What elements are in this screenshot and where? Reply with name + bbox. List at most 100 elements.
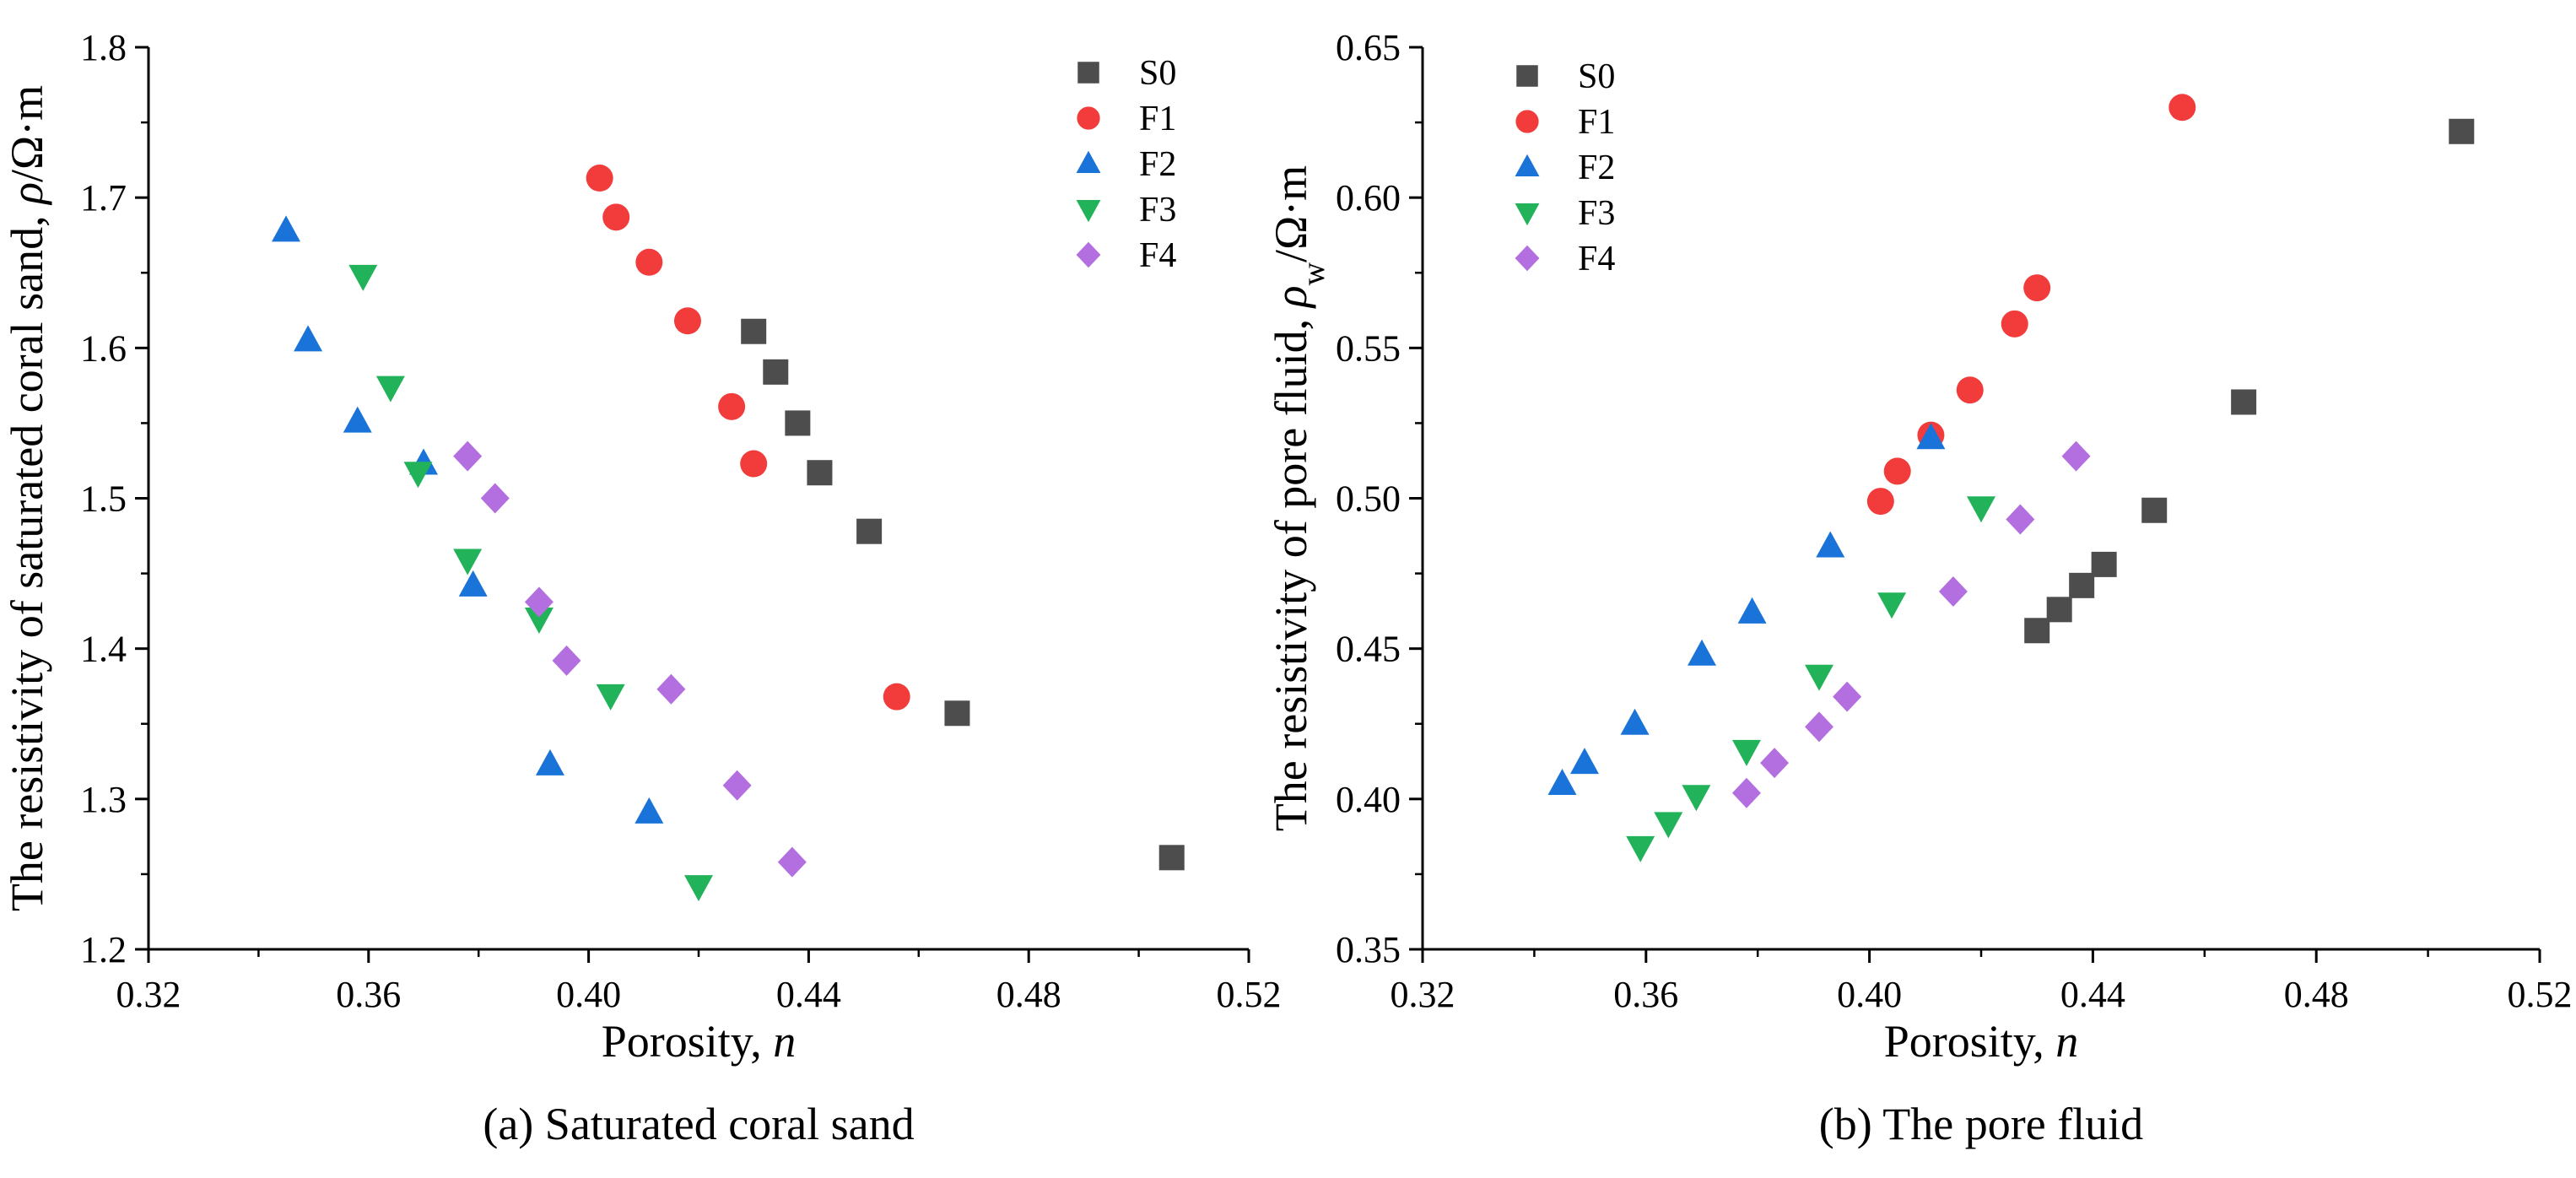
legend-marker-f1 xyxy=(1077,106,1100,130)
y-axis-title-part: ρ xyxy=(1266,285,1316,309)
data-point-f4 xyxy=(1731,777,1761,808)
data-point-f4 xyxy=(2006,504,2035,535)
data-point-s0 xyxy=(2024,618,2050,644)
data-point-s0 xyxy=(2449,118,2475,144)
data-point-s0 xyxy=(741,318,767,344)
series-f3 xyxy=(348,264,713,902)
data-point-f1 xyxy=(2168,94,2196,122)
x-tick-label: 0.40 xyxy=(1837,974,1902,1015)
data-point-f2 xyxy=(294,325,323,352)
data-point-f2 xyxy=(272,215,300,242)
legend-label: F1 xyxy=(1578,103,1615,142)
data-point-f1 xyxy=(740,450,768,478)
data-point-f1 xyxy=(2001,310,2028,338)
y-tick-label: 0.40 xyxy=(1336,779,1401,820)
series-f4 xyxy=(1731,440,2091,808)
data-point-s0 xyxy=(2069,572,2095,598)
data-point-f2 xyxy=(1816,531,1845,558)
data-point-f3 xyxy=(375,376,405,403)
data-point-f2 xyxy=(1916,423,1946,450)
y-tick-label: 0.50 xyxy=(1336,478,1401,520)
data-point-s0 xyxy=(2231,389,2257,415)
data-point-f4 xyxy=(722,770,752,801)
data-point-f3 xyxy=(403,462,433,489)
legend-marker-group xyxy=(1516,65,1538,87)
data-point-f3 xyxy=(1731,739,1761,766)
panel-caption: (a) Saturated coral sand xyxy=(483,1099,914,1149)
legend-marker-group xyxy=(1515,203,1540,226)
y-axis-title-part: The resistivity of pore fluid, xyxy=(1266,307,1316,831)
data-point-f2 xyxy=(458,570,488,597)
legend-marker-f1 xyxy=(1515,110,1539,133)
y-tick-label: 1.7 xyxy=(80,177,127,219)
x-axis-title: Porosity, n xyxy=(602,1016,797,1067)
data-point-f1 xyxy=(1883,457,1911,485)
legend-marker-group xyxy=(1515,154,1540,177)
data-point-f3 xyxy=(1654,812,1683,839)
x-tick-label: 0.48 xyxy=(996,974,1061,1015)
data-point-f4 xyxy=(1938,575,1968,607)
data-point-s0 xyxy=(2046,597,2072,623)
data-point-f1 xyxy=(586,165,613,192)
data-point-f3 xyxy=(1967,496,1995,523)
x-axis-title-text: Porosity, xyxy=(1884,1016,2056,1067)
legend-marker-s0 xyxy=(1077,62,1099,84)
data-point-f4 xyxy=(552,645,581,676)
y-tick-label: 0.55 xyxy=(1336,327,1401,369)
y-tick-label: 0.60 xyxy=(1336,177,1401,219)
legend-marker-group xyxy=(1076,150,1101,174)
series-s0 xyxy=(741,318,1185,871)
y-tick-label: 1.2 xyxy=(80,929,127,970)
legend: S0 F1 F2 F3 F4 xyxy=(1515,57,1615,278)
data-point-f2 xyxy=(535,748,564,775)
data-point-f3 xyxy=(1626,835,1655,862)
data-point-f3 xyxy=(348,264,378,291)
y-tick-label: 0.45 xyxy=(1336,629,1401,670)
x-tick-label: 0.40 xyxy=(556,974,621,1015)
y-tick-label: 1.5 xyxy=(80,478,127,520)
y-axis-title-subscript: w xyxy=(1296,262,1331,285)
data-point-f2 xyxy=(1620,708,1650,735)
series-f2 xyxy=(1547,423,1946,796)
panel-a: 0.32 0.36 0.40 0.44 0.48 0.52 1.2 1.3 1.4 1.5 1.6 1… xyxy=(2,27,1282,1149)
data-point-s0 xyxy=(2091,551,2117,577)
y-tick-label: 1.4 xyxy=(80,629,127,670)
series-f1 xyxy=(586,165,910,711)
y-axis-title-unit: /Ω·m xyxy=(2,85,52,182)
legend-label: F2 xyxy=(1578,149,1615,187)
legend-marker-group xyxy=(1515,245,1540,272)
x-tick-label: 0.48 xyxy=(2284,974,2349,1015)
legend-label: S0 xyxy=(1578,57,1615,96)
data-point-f4 xyxy=(656,673,686,705)
data-point-s0 xyxy=(763,359,789,385)
data-point-f4 xyxy=(480,483,510,514)
x-tick-label: 0.32 xyxy=(1391,974,1455,1015)
data-point-f2 xyxy=(1737,597,1767,624)
y-tick-label: 0.35 xyxy=(1336,929,1401,970)
data-point-f1 xyxy=(602,203,630,231)
x-axis-title-symbol: n xyxy=(2055,1016,2078,1067)
data-point-f4 xyxy=(2061,440,2091,472)
data-point-f2 xyxy=(1569,748,1599,775)
data-point-f2 xyxy=(635,797,664,824)
data-point-f3 xyxy=(524,608,554,635)
legend-marker-f4 xyxy=(1076,241,1101,268)
data-point-f3 xyxy=(1805,664,1834,691)
legend-marker-f3 xyxy=(1076,199,1101,223)
legend-label: F3 xyxy=(1578,194,1615,233)
data-point-s0 xyxy=(1158,845,1185,871)
data-point-s0 xyxy=(944,700,970,727)
data-point-f1 xyxy=(2023,274,2051,302)
data-point-f3 xyxy=(453,548,483,575)
data-point-f1 xyxy=(718,392,746,420)
data-point-f3 xyxy=(1682,785,1711,812)
x-tick-label: 0.44 xyxy=(2060,974,2125,1015)
x-axis-title: Porosity, n xyxy=(1884,1016,2079,1067)
x-tick-label: 0.52 xyxy=(1217,974,1282,1015)
data-point-f3 xyxy=(1877,592,1907,619)
x-tick-label: 0.36 xyxy=(1613,974,1678,1015)
x-tick-label: 0.32 xyxy=(116,974,181,1015)
x-tick-label: 0.36 xyxy=(336,974,401,1015)
data-point-f1 xyxy=(883,683,910,711)
